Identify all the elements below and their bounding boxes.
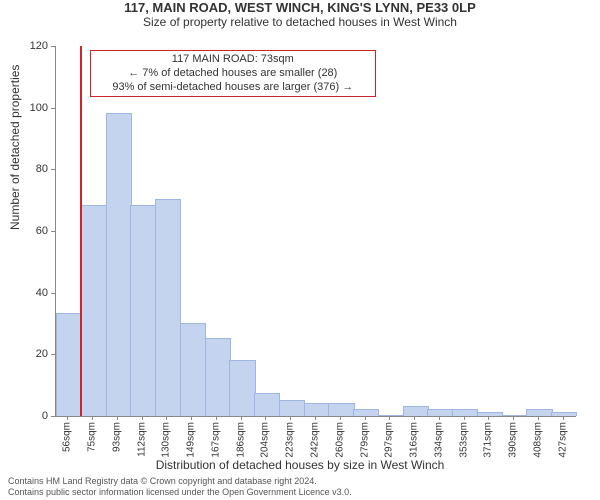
footer-line-2: Contains public sector information licen… (8, 487, 352, 498)
x-tick-mark (414, 416, 415, 420)
histogram-bar (403, 406, 429, 416)
reference-line (80, 46, 82, 416)
x-tick-mark (538, 416, 539, 420)
x-tick-label: 371sqm (483, 422, 494, 458)
y-tick-label: 60 (0, 225, 48, 237)
x-tick-label: 112sqm (136, 422, 147, 457)
x-tick-label: 242sqm (310, 422, 321, 458)
x-tick-mark (340, 416, 341, 420)
x-tick-mark (142, 416, 143, 420)
x-tick-label: 427sqm (557, 422, 568, 458)
y-tick-mark (51, 169, 55, 170)
y-tick-mark (51, 354, 55, 355)
y-tick-mark (51, 293, 55, 294)
x-tick-mark (290, 416, 291, 420)
histogram-bar (180, 323, 206, 417)
y-tick-mark (51, 231, 55, 232)
histogram-bar (452, 409, 478, 416)
x-tick-mark (265, 416, 266, 420)
x-tick-mark (241, 416, 242, 420)
x-tick-mark (191, 416, 192, 420)
y-tick-label: 0 (0, 410, 48, 422)
histogram-bar (81, 205, 107, 416)
y-tick-label: 120 (0, 40, 48, 52)
x-tick-label: 316sqm (409, 422, 420, 458)
x-tick-mark (365, 416, 366, 420)
footer-line-1: Contains HM Land Registry data © Crown c… (8, 476, 352, 487)
x-tick-label: 334sqm (433, 422, 444, 458)
x-tick-label: 223sqm (285, 422, 296, 458)
histogram-chart: 117, MAIN ROAD, WEST WINCH, KING'S LYNN,… (0, 0, 600, 500)
x-axis-label: Distribution of detached houses by size … (0, 458, 600, 472)
histogram-bar (56, 313, 82, 416)
annotation-line: ← 7% of detached houses are smaller (28) (97, 67, 369, 81)
histogram-bar (551, 412, 577, 416)
x-tick-mark (67, 416, 68, 420)
x-tick-label: 186sqm (235, 422, 246, 458)
histogram-bar (155, 199, 181, 416)
x-tick-mark (216, 416, 217, 420)
y-tick-mark (51, 108, 55, 109)
y-tick-mark (51, 46, 55, 47)
histogram-bar (229, 360, 255, 417)
x-tick-label: 260sqm (334, 422, 345, 458)
histogram-bar (353, 409, 379, 416)
y-tick-label: 80 (0, 163, 48, 175)
plot-area: 117 MAIN ROAD: 73sqm← 7% of detached hou… (55, 46, 576, 417)
annotation-line: 117 MAIN ROAD: 73sqm (97, 53, 369, 67)
histogram-bar (526, 409, 552, 416)
x-tick-label: 149sqm (186, 422, 197, 458)
x-tick-mark (166, 416, 167, 420)
annotation-line: 93% of semi-detached houses are larger (… (97, 81, 369, 95)
histogram-bar (279, 400, 305, 416)
x-tick-mark (513, 416, 514, 420)
x-tick-mark (315, 416, 316, 420)
chart-title: 117, MAIN ROAD, WEST WINCH, KING'S LYNN,… (0, 0, 600, 15)
histogram-bar (304, 403, 330, 416)
x-tick-label: 167sqm (210, 422, 221, 458)
x-tick-label: 279sqm (359, 422, 370, 458)
histogram-bar (328, 403, 354, 416)
y-tick-label: 40 (0, 287, 48, 299)
chart-subtitle: Size of property relative to detached ho… (0, 15, 600, 29)
x-tick-mark (117, 416, 118, 420)
histogram-bar (130, 205, 156, 416)
y-tick-label: 20 (0, 348, 48, 360)
x-tick-mark (464, 416, 465, 420)
y-tick-label: 100 (0, 102, 48, 114)
x-tick-label: 408sqm (532, 422, 543, 458)
x-tick-label: 56sqm (62, 422, 73, 452)
x-tick-label: 75sqm (87, 422, 98, 452)
footer-attribution: Contains HM Land Registry data © Crown c… (8, 476, 352, 498)
histogram-bar (106, 113, 132, 416)
x-tick-label: 204sqm (260, 422, 271, 458)
x-tick-label: 297sqm (384, 422, 395, 458)
histogram-bar (502, 415, 528, 416)
annotation-box: 117 MAIN ROAD: 73sqm← 7% of detached hou… (90, 50, 376, 97)
x-tick-mark (389, 416, 390, 420)
x-tick-mark (92, 416, 93, 420)
x-tick-label: 390sqm (508, 422, 519, 458)
x-tick-label: 93sqm (111, 422, 122, 452)
x-tick-label: 353sqm (458, 422, 469, 458)
histogram-bar (427, 409, 453, 416)
x-tick-mark (439, 416, 440, 420)
histogram-bar (378, 415, 404, 416)
histogram-bar (205, 338, 231, 416)
x-tick-mark (563, 416, 564, 420)
y-axis-label: Number of detached properties (8, 65, 22, 230)
histogram-bar (254, 393, 280, 416)
y-tick-mark (51, 416, 55, 417)
histogram-bar (477, 412, 503, 416)
x-tick-label: 130sqm (161, 422, 172, 458)
x-tick-mark (488, 416, 489, 420)
